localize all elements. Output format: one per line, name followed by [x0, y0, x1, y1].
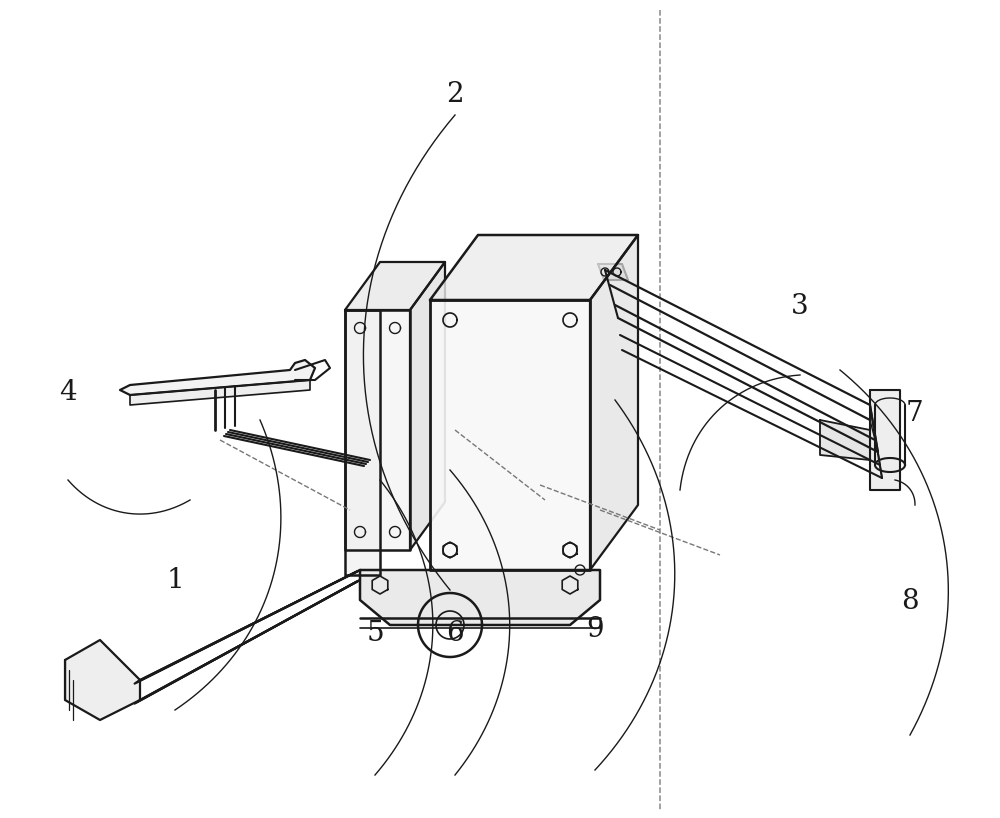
Polygon shape — [870, 390, 900, 490]
Polygon shape — [590, 235, 638, 570]
Polygon shape — [410, 262, 445, 550]
Polygon shape — [120, 360, 315, 395]
Polygon shape — [820, 420, 870, 460]
Text: 9: 9 — [586, 616, 604, 644]
Text: 1: 1 — [166, 567, 184, 595]
Text: 4: 4 — [59, 379, 77, 407]
Polygon shape — [345, 310, 380, 575]
Polygon shape — [130, 380, 310, 405]
Text: 7: 7 — [906, 399, 924, 427]
Polygon shape — [598, 264, 628, 280]
Text: 3: 3 — [791, 293, 809, 321]
Text: 5: 5 — [366, 620, 384, 648]
Polygon shape — [345, 262, 445, 310]
Text: 2: 2 — [446, 80, 464, 108]
Polygon shape — [430, 300, 590, 570]
Text: 8: 8 — [901, 587, 919, 615]
Polygon shape — [430, 235, 638, 300]
Text: 6: 6 — [446, 620, 464, 648]
Polygon shape — [345, 310, 410, 550]
Polygon shape — [65, 640, 140, 720]
Polygon shape — [360, 570, 600, 625]
